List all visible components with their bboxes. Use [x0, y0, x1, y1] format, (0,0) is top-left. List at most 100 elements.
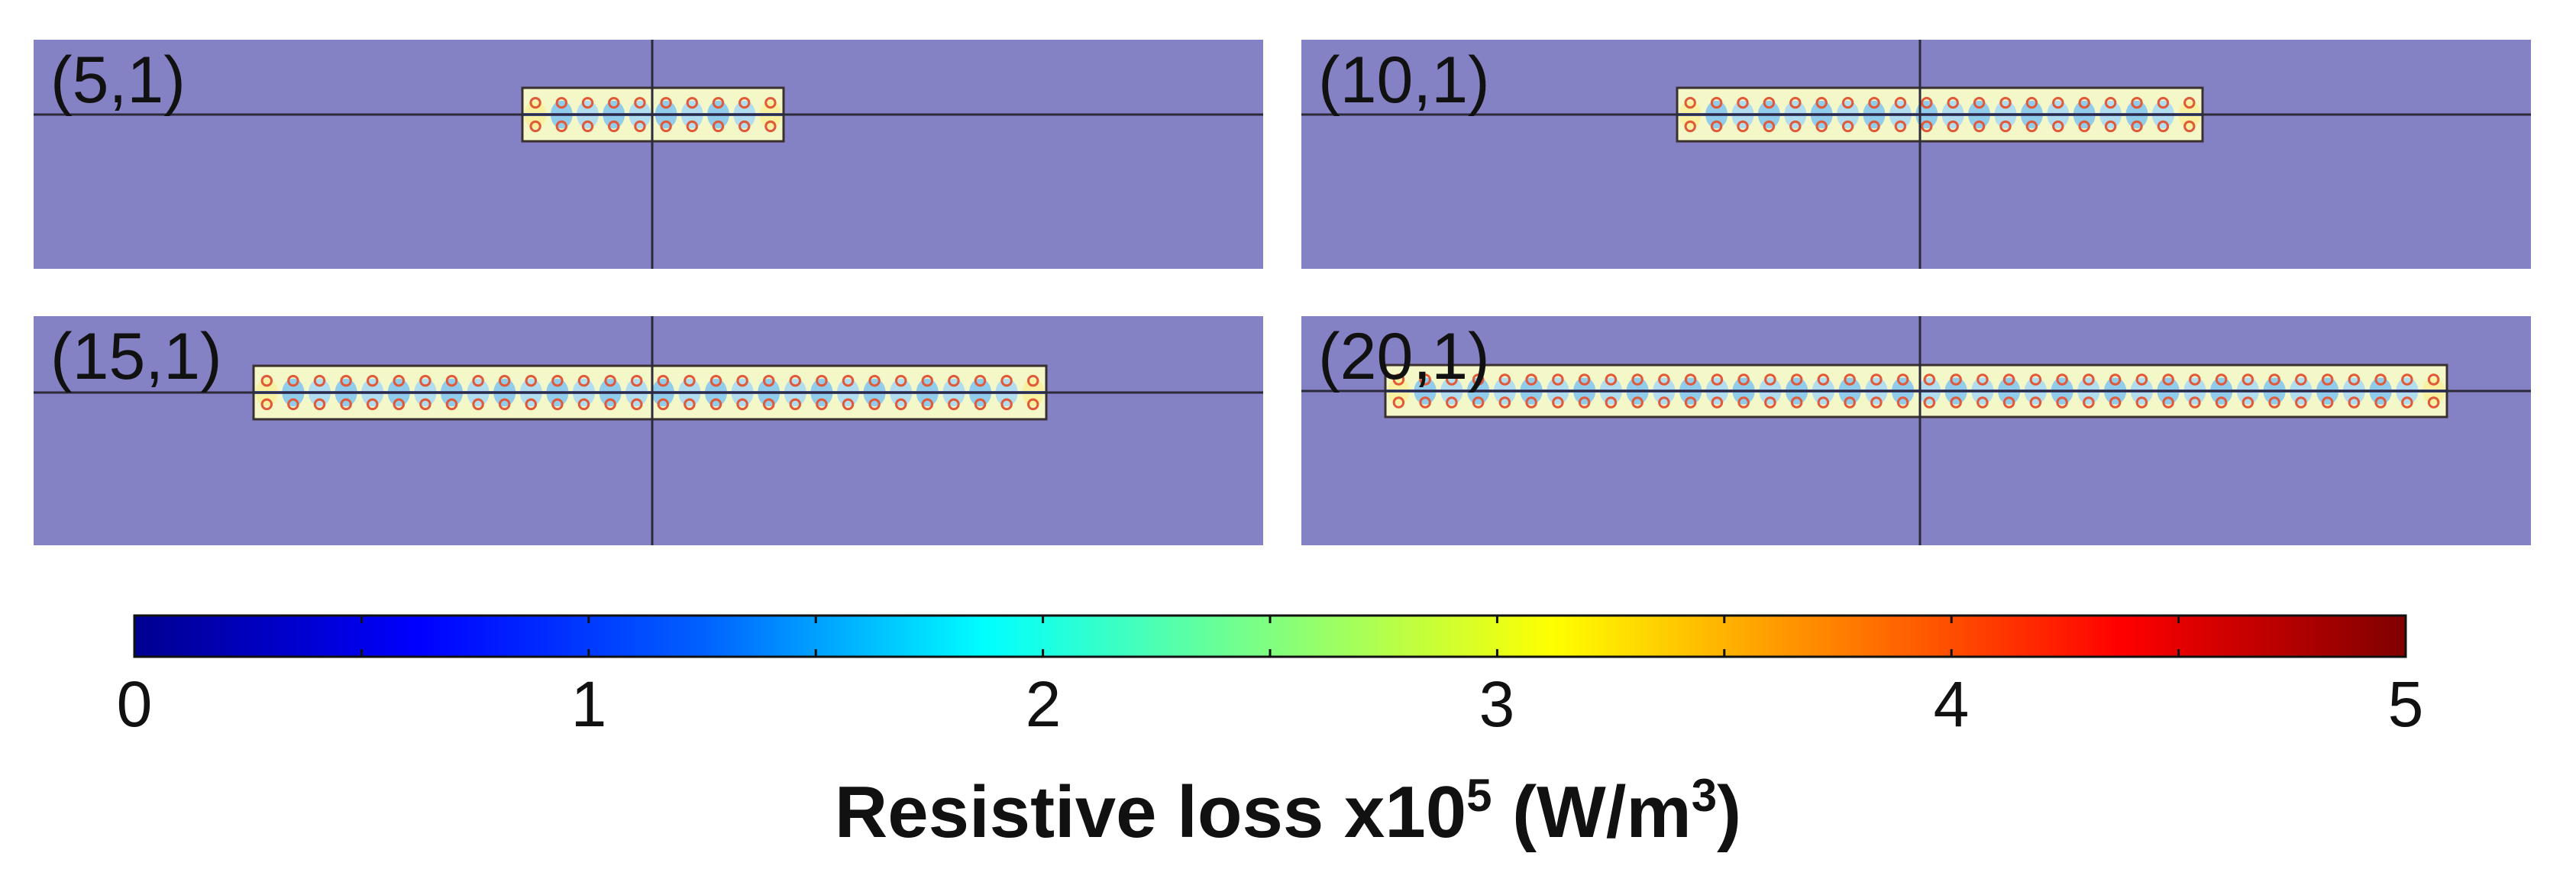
colorbar: [133, 614, 2407, 658]
loss-contour: [2078, 96, 2090, 109]
loss-contour: [2241, 373, 2254, 386]
field-plot: [1301, 316, 2531, 545]
loss-contour: [634, 96, 646, 109]
loss-contour: [2162, 373, 2174, 386]
loss-contour: [1000, 374, 1013, 387]
loss-contour: [529, 120, 541, 133]
loss-contour: [2131, 96, 2143, 109]
loss-contour: [2189, 373, 2201, 386]
colorbar-legend: 0 1 2 3 4 5 Resistive loss x105 (W/m3): [0, 596, 2576, 879]
loss-contour: [868, 398, 881, 411]
loss-contour: [1472, 396, 1485, 409]
loss-contour: [2321, 373, 2334, 386]
loss-contour: [2157, 120, 2170, 133]
loss-contour: [1764, 373, 1776, 386]
loss-contour: [1578, 396, 1591, 409]
mode-panel-5-1: (5,1): [34, 40, 1263, 269]
loss-contour: [2135, 373, 2148, 386]
loss-contour: [1789, 96, 1802, 109]
loss-contour: [1392, 373, 1405, 386]
loss-contour: [712, 96, 725, 109]
loss-contour: [1844, 373, 1856, 386]
loss-contour: [1684, 120, 1696, 133]
loss-contour: [1658, 373, 1670, 386]
loss-contour: [894, 374, 907, 387]
loss-contour: [1737, 396, 1750, 409]
loss-contour: [1472, 373, 1485, 386]
loss-contour: [1578, 373, 1591, 386]
loss-contour: [1392, 396, 1405, 409]
mode-panel-10-1: (10,1): [1301, 40, 2531, 269]
loss-contour: [2025, 96, 2038, 109]
colorbar-tick-4: 4: [1933, 668, 1970, 740]
loss-contour: [2295, 396, 2307, 409]
loss-contour: [1999, 96, 2012, 109]
loss-contour: [2083, 373, 2095, 386]
loss-contour: [660, 96, 672, 109]
loss-contour: [1000, 398, 1013, 411]
loss-contour: [445, 398, 458, 411]
loss-contour: [1525, 396, 1537, 409]
loss-contour: [789, 398, 802, 411]
loss-contour: [1870, 396, 1883, 409]
loss-contour: [1896, 373, 1909, 386]
loss-contour: [2401, 373, 2413, 386]
loss-contour: [1947, 120, 1959, 133]
loss-contour: [2056, 373, 2068, 386]
loss-contour: [551, 374, 564, 387]
loss-contour: [472, 398, 484, 411]
loss-contour: [660, 120, 672, 133]
loss-contour: [1684, 96, 1696, 109]
loss-contour: [1999, 120, 2012, 133]
loss-contour: [1841, 120, 1854, 133]
loss-contour: [1763, 96, 1776, 109]
loss-contour: [2321, 396, 2334, 409]
loss-contour: [393, 398, 406, 411]
loss-contour: [1631, 396, 1644, 409]
loss-contour: [2183, 120, 2196, 133]
loss-contour: [577, 374, 590, 387]
loss-contour: [842, 398, 855, 411]
loss-contour: [1711, 373, 1724, 386]
loss-contour: [2135, 396, 2148, 409]
loss-contour: [1973, 96, 1986, 109]
loss-contour: [366, 398, 379, 411]
loss-contour: [2183, 96, 2196, 109]
loss-contour: [2029, 373, 2042, 386]
loss-contour: [2157, 96, 2170, 109]
mode-label: (15,1): [50, 320, 222, 393]
loss-contour: [1950, 373, 1962, 386]
loss-contour: [921, 374, 934, 387]
field-plot: [34, 316, 1263, 545]
loss-contour: [2083, 396, 2095, 409]
loss-contour: [2189, 396, 2201, 409]
loss-contour: [1764, 396, 1776, 409]
loss-contour: [1631, 373, 1644, 386]
loss-contour: [684, 374, 696, 387]
loss-contour: [684, 398, 696, 411]
loss-contour: [2002, 373, 2015, 386]
loss-contour: [2215, 373, 2228, 386]
loss-contour: [1870, 373, 1883, 386]
loss-contour: [921, 398, 934, 411]
loss-contour: [498, 398, 511, 411]
loss-contour: [894, 398, 907, 411]
loss-contour: [604, 398, 616, 411]
loss-contour: [1815, 120, 1828, 133]
loss-contour: [1446, 396, 1458, 409]
loss-contour: [764, 96, 777, 109]
loss-contour: [739, 96, 751, 109]
loss-contour: [1711, 396, 1724, 409]
loss-contour: [1605, 396, 1618, 409]
loss-contour: [736, 374, 748, 387]
loss-contour: [1923, 373, 1936, 386]
colorbar-tick-2: 2: [1025, 668, 1062, 740]
loss-contour: [2078, 120, 2090, 133]
loss-contour: [1710, 120, 1723, 133]
loss-contour: [1684, 373, 1697, 386]
loss-contour: [529, 96, 541, 109]
loss-contour: [1896, 396, 1909, 409]
loss-contour: [2162, 396, 2174, 409]
loss-contour: [1737, 373, 1750, 386]
loss-contour: [630, 398, 643, 411]
